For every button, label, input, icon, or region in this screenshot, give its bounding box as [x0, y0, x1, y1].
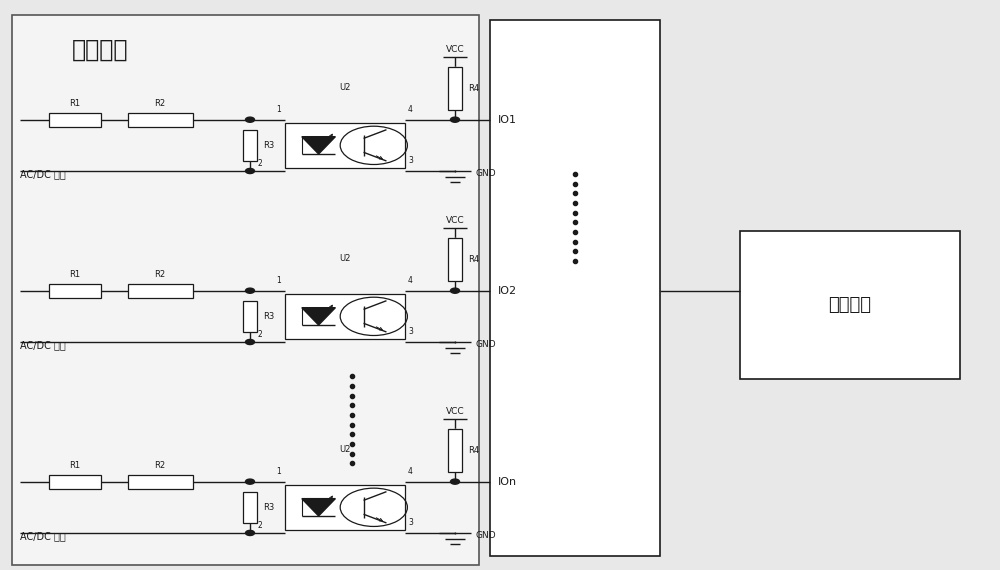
Bar — [490, 20, 660, 556]
Text: AC/DC 输入: AC/DC 输入 — [20, 340, 66, 350]
Text: AC/DC 输入: AC/DC 输入 — [20, 531, 66, 541]
Text: 3: 3 — [408, 327, 413, 336]
Text: VCC: VCC — [446, 216, 464, 225]
Text: 1: 1 — [276, 105, 281, 114]
Text: R4: R4 — [468, 446, 479, 455]
Text: 1: 1 — [276, 467, 281, 476]
Text: 3: 3 — [408, 156, 413, 165]
Text: 2: 2 — [258, 329, 263, 339]
Circle shape — [246, 339, 254, 344]
Circle shape — [246, 169, 254, 174]
Text: IO1: IO1 — [498, 115, 517, 125]
Bar — [285, 294, 405, 339]
Polygon shape — [302, 499, 335, 516]
Text: 4: 4 — [408, 276, 413, 285]
Text: GND: GND — [475, 169, 496, 178]
Text: 3: 3 — [408, 518, 413, 527]
Circle shape — [246, 117, 254, 122]
Text: 4: 4 — [408, 105, 413, 114]
Bar — [49, 112, 101, 127]
Circle shape — [450, 117, 460, 122]
Text: 1: 1 — [276, 276, 281, 285]
Text: R2: R2 — [154, 270, 166, 279]
Text: 4: 4 — [408, 467, 413, 476]
Polygon shape — [302, 137, 335, 154]
Bar — [128, 112, 192, 127]
Text: R3: R3 — [263, 141, 274, 150]
Text: U2: U2 — [339, 254, 351, 263]
Text: AC/DC 输入: AC/DC 输入 — [20, 169, 66, 179]
Text: R3: R3 — [263, 503, 274, 512]
Text: 2: 2 — [258, 520, 263, 530]
Text: VCC: VCC — [446, 407, 464, 416]
Text: GND: GND — [475, 531, 496, 540]
Text: R4: R4 — [468, 84, 479, 93]
Text: 2: 2 — [258, 158, 263, 168]
Text: R1: R1 — [69, 270, 81, 279]
Text: R1: R1 — [69, 99, 81, 108]
Text: 通信模块: 通信模块 — [828, 296, 872, 314]
Bar — [128, 283, 192, 298]
Circle shape — [246, 479, 254, 484]
Bar — [448, 429, 462, 472]
Circle shape — [450, 288, 460, 293]
Text: U2: U2 — [339, 445, 351, 454]
Text: R2: R2 — [154, 461, 166, 470]
Bar — [243, 129, 257, 161]
Text: GND: GND — [475, 340, 496, 349]
Bar — [243, 301, 257, 332]
Text: 整形模块: 整形模块 — [72, 38, 128, 62]
Circle shape — [246, 288, 254, 293]
Circle shape — [246, 530, 254, 536]
Text: IO2: IO2 — [498, 286, 517, 296]
Bar — [49, 474, 101, 489]
Text: R3: R3 — [263, 312, 274, 321]
Bar — [285, 484, 405, 530]
Text: VCC: VCC — [446, 45, 464, 54]
Bar — [448, 67, 462, 109]
Text: IOn: IOn — [498, 477, 517, 487]
Text: R1: R1 — [69, 461, 81, 470]
Bar — [128, 474, 192, 489]
Polygon shape — [302, 308, 335, 325]
Text: U2: U2 — [339, 83, 351, 92]
Circle shape — [450, 479, 460, 484]
Bar — [285, 123, 405, 168]
Bar — [740, 231, 960, 379]
Text: R4: R4 — [468, 255, 479, 264]
Bar — [12, 15, 479, 565]
Bar — [448, 238, 462, 280]
Bar — [49, 283, 101, 298]
Text: R2: R2 — [154, 99, 166, 108]
Bar — [243, 491, 257, 523]
